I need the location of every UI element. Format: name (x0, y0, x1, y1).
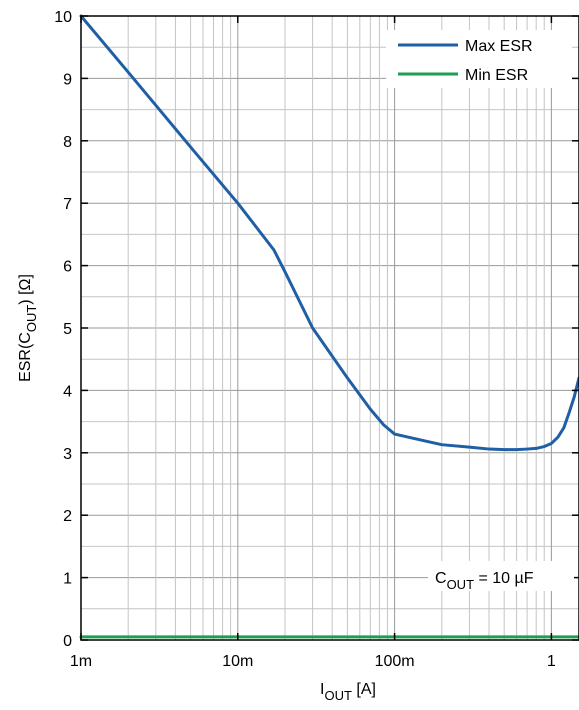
y-axis-title: ESR(COUT) [Ω] (17, 274, 39, 382)
x-axis-title: IOUT [A] (320, 681, 376, 703)
legend-label-min-esr: Min ESR (465, 67, 528, 84)
y-tick-label: 3 (63, 446, 72, 463)
y-tick-label: 2 (63, 508, 72, 525)
y-tick-label: 1 (63, 571, 72, 588)
x-tick-label: 10m (222, 653, 253, 670)
y-tick-label: 9 (63, 71, 72, 88)
x-tick-label: 1m (70, 653, 92, 670)
y-tick-label: 8 (63, 134, 72, 151)
y-tick-label: 5 (63, 321, 72, 338)
annotation-text: COUT = 10 µF (435, 570, 534, 592)
series-line-max-esr (79, 14, 579, 452)
annotation-background (428, 561, 574, 591)
y-tick-label: 0 (63, 633, 72, 650)
series-lines (79, 14, 579, 639)
legend: Max ESR Min ESR (386, 30, 572, 88)
legend-background (386, 30, 572, 88)
grid-lines (80, 15, 579, 641)
x-tick-label: 100m (375, 653, 415, 670)
legend-label-max-esr: Max ESR (465, 38, 533, 55)
y-tick-label: 4 (63, 383, 72, 400)
capacitance-annotation: COUT = 10 µF (428, 561, 574, 592)
y-tick-labels: 0 1 2 3 4 5 6 7 8 9 10 (54, 9, 72, 650)
y-tick-label: 6 (63, 259, 72, 276)
y-tick-label: 7 (63, 196, 72, 213)
y-tick-label: 10 (54, 9, 72, 26)
plot-frame (80, 15, 579, 641)
x-tick-labels: 1m 10m 100m 1 (70, 653, 556, 670)
x-tick-label: 1 (547, 653, 556, 670)
